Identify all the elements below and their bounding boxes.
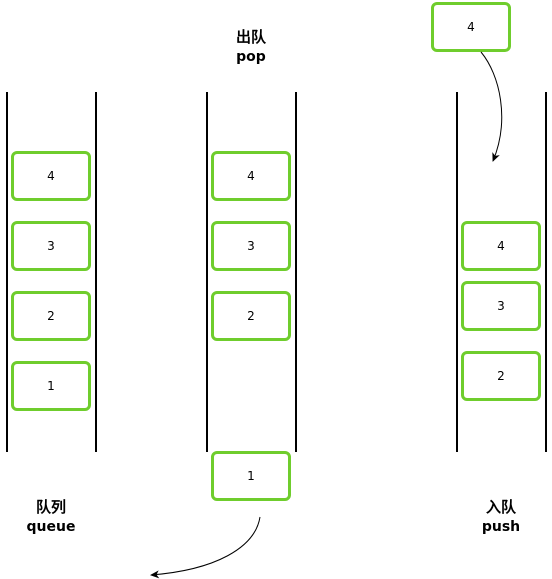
queue-rail-left xyxy=(6,92,8,452)
pop-rail-left xyxy=(206,92,208,452)
push-caption: 入队 push xyxy=(441,497,552,537)
queue-caption-zh: 队列 xyxy=(35,498,66,516)
push-item-4: 4 xyxy=(461,221,541,271)
queue-item-3: 3 xyxy=(11,221,91,271)
queue-rail-right xyxy=(95,92,97,452)
queue-item-1: 1 xyxy=(11,361,91,411)
push-incoming-item-4: 4 xyxy=(431,2,511,52)
push-caption-en: push xyxy=(481,519,521,535)
pop-caption-en: pop xyxy=(236,49,266,65)
pop-removed-item-1: 1 xyxy=(211,451,291,501)
pop-rail-right xyxy=(295,92,297,452)
pop-caption-zh: 出队 xyxy=(235,28,266,46)
push-caption-zh: 入队 xyxy=(485,498,516,516)
queue-item-4: 4 xyxy=(11,151,91,201)
queue-caption-en: queue xyxy=(26,519,76,535)
queue-caption: 队列 queue xyxy=(0,497,111,537)
push-item-2: 2 xyxy=(461,351,541,401)
pop-arrow xyxy=(150,516,261,579)
pop-item-4: 4 xyxy=(211,151,291,201)
push-item-3: 3 xyxy=(461,281,541,331)
push-arrow xyxy=(480,51,503,162)
pop-item-2: 2 xyxy=(211,291,291,341)
push-rail-left xyxy=(456,92,458,452)
push-rail-right xyxy=(545,92,547,452)
pop-item-3: 3 xyxy=(211,221,291,271)
queue-item-2: 2 xyxy=(11,291,91,341)
pop-caption: 出队 pop xyxy=(191,27,311,67)
